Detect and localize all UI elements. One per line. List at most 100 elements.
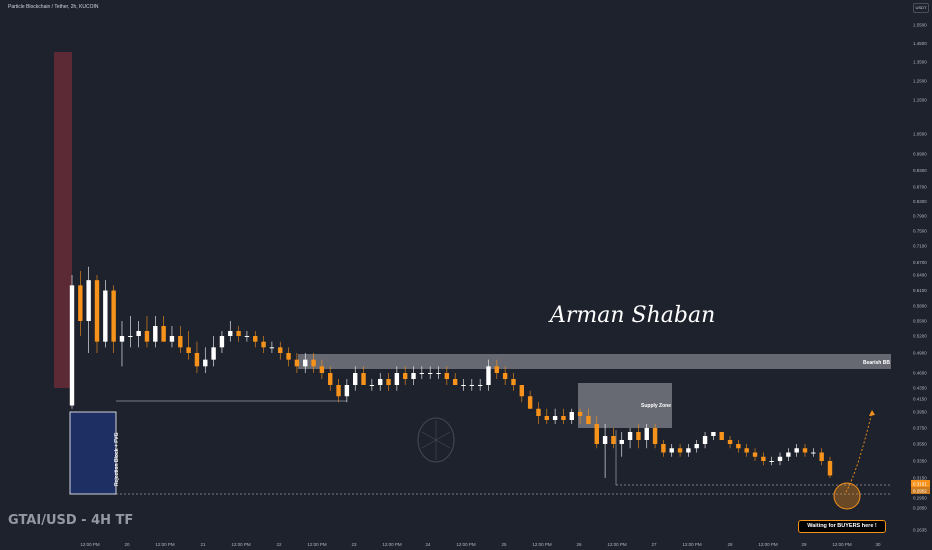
price-tick-label: 0.2635 [913, 528, 927, 533]
price-tick-label: 0.7900 [913, 214, 927, 219]
candle-body [286, 353, 291, 360]
candle-body [544, 416, 549, 420]
candles-group [69, 266, 833, 478]
candle-body [511, 379, 516, 385]
candle-body [519, 385, 525, 397]
candle-body [294, 359, 300, 367]
second-price-label: 0.2952 [913, 489, 927, 494]
candle-body [236, 331, 241, 336]
candle-body [436, 373, 441, 374]
candle-body [186, 347, 191, 353]
top-zone [54, 52, 72, 388]
candle-body [761, 456, 766, 461]
candle-body [203, 359, 208, 367]
last-price-tag [911, 480, 930, 487]
candle-body [577, 412, 583, 416]
candle-body [419, 373, 425, 374]
candle-body [427, 373, 433, 374]
candle-body [369, 385, 375, 386]
time-tick-label: 23 [351, 542, 357, 547]
time-axis[interactable]: 12:00 PM 20 12:00 PM 21 12:00 PM 22 12:00 PM 23… [80, 542, 881, 547]
candle-body [552, 416, 558, 420]
bearish-bb-zone [298, 354, 891, 369]
candle-body [319, 366, 325, 373]
price-tick-label: 1.4500 [913, 41, 927, 46]
candle-body [802, 448, 808, 453]
bearish-bb-label: Bearish BB [863, 360, 890, 366]
candle-body [769, 461, 774, 462]
candle-body [402, 373, 408, 379]
candle-body [727, 440, 733, 444]
time-tick-label: 28 [727, 542, 733, 547]
candle-body [194, 353, 200, 367]
candle-body [619, 440, 624, 444]
time-tick-label: 21 [200, 542, 206, 547]
candle-body [611, 436, 616, 444]
pair-timeframe-label: GTAI/USD - 4H TF [8, 513, 134, 528]
candle-body [269, 347, 275, 349]
last-price-label: 0.3181 [913, 482, 927, 487]
candle-body [311, 359, 316, 367]
time-tick-label: 30 [875, 542, 881, 547]
candle-body [253, 336, 258, 342]
price-tick-label: 0.7100 [913, 244, 927, 249]
candle-body [736, 444, 741, 449]
projection-arrow-head [869, 410, 875, 416]
candle-body [702, 436, 708, 444]
time-tick-label: 26 [576, 542, 582, 547]
rejection-block-zone [69, 411, 117, 495]
price-tick-label: 0.3350 [913, 459, 927, 464]
candle-body [786, 452, 791, 457]
candle-body [111, 290, 116, 342]
candle-body [477, 385, 483, 386]
price-tick-label: 0.6100 [913, 288, 927, 293]
price-tick-label: 1.2500 [913, 79, 927, 84]
candle-body [669, 448, 674, 453]
candle-body [536, 408, 541, 416]
candle-body [394, 373, 400, 385]
candle-body [686, 448, 691, 453]
candle-body [169, 336, 175, 342]
candle-body [128, 336, 133, 337]
candle-body [228, 331, 233, 336]
candle-body [661, 444, 666, 453]
candle-body [494, 366, 500, 373]
time-tick-label: 12:00 PM [80, 542, 100, 547]
candle-body [586, 416, 591, 424]
brain-logo-watermark [417, 417, 455, 463]
candle-body [636, 432, 641, 440]
second-price-tag [911, 487, 930, 494]
price-axis[interactable]: 1.5500 1.4500 1.3500 1.2500 1.1500 1.0500 0.99… [913, 23, 927, 533]
candle-body [527, 396, 533, 409]
candle-body [78, 285, 83, 321]
candle-body [361, 373, 366, 385]
price-tick-label: 0.5200 [913, 334, 927, 339]
price-tick-label: 0.8300 [913, 199, 927, 204]
price-tick-label: 0.4150 [913, 397, 927, 402]
candle-body [161, 326, 166, 342]
time-tick-label: 12:00 PM [607, 542, 627, 547]
candle-body [594, 424, 599, 444]
candle-body [344, 385, 350, 397]
candle-body [119, 336, 125, 342]
price-tick-label: 1.0500 [913, 131, 927, 136]
candle-body [94, 280, 100, 342]
time-tick-label: 29 [801, 542, 807, 547]
candle-body [711, 432, 716, 436]
candle-body [719, 432, 724, 440]
time-tick-label: 12:00 PM [307, 542, 327, 547]
candle-body [644, 428, 649, 440]
candle-body [486, 366, 491, 385]
time-tick-label: 25 [501, 542, 507, 547]
signature-text: Arman Shaban [548, 303, 715, 328]
price-tick-label: 1.5500 [913, 23, 927, 28]
price-tick-label: 1.1500 [913, 98, 927, 103]
price-tick-label: 0.8700 [913, 185, 927, 190]
time-tick-label: 12:00 PM [532, 542, 552, 547]
price-tick-label: 0.3950 [913, 410, 927, 415]
price-tick-label: 0.5500 [913, 319, 927, 324]
candle-body [602, 436, 608, 444]
candle-body [219, 336, 225, 348]
currency-badge[interactable]: USDT [913, 3, 929, 13]
